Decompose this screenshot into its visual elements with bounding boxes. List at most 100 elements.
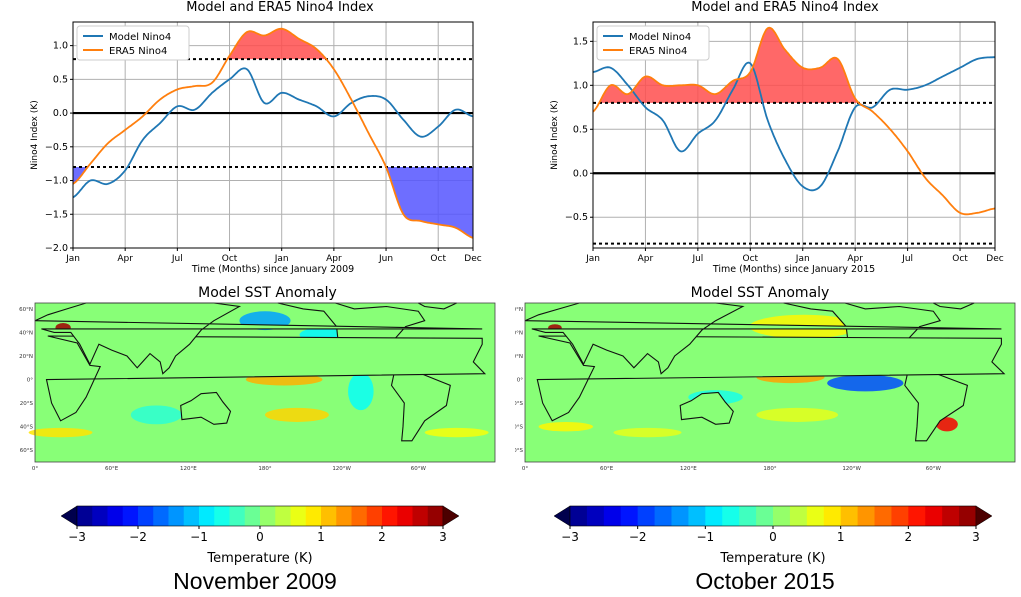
lat-label: 20°N <box>515 354 523 360</box>
south-pacific-warm <box>265 407 329 422</box>
lon-label: 120°W <box>332 466 351 472</box>
lon-label: 60°W <box>926 466 942 472</box>
colorbar-tick-label: −1 <box>190 530 208 544</box>
colorbar-cell <box>229 506 246 526</box>
colorbar-cell <box>275 506 291 526</box>
south-america-outline <box>390 367 451 442</box>
southern-ocean-warm <box>28 427 93 438</box>
south-america-outline <box>904 367 969 442</box>
south-atlantic-warm <box>424 427 489 438</box>
nino4-chart-2009: Jan Apr Jul Oct Jan Apr Jun Oct Dec −2.0 −1.5 −1.0 −… <box>30 21 482 275</box>
colorbar-cell <box>336 506 352 526</box>
caption-november-2009: November 2009 <box>173 568 337 594</box>
colorbar-tick-label: −2 <box>629 530 647 544</box>
colorbar-cell <box>366 506 383 526</box>
colorbar-cell <box>874 506 892 526</box>
agulhas-warm <box>538 421 594 432</box>
colorbar-tick-label: −2 <box>129 530 147 544</box>
colorbar-cell <box>214 506 230 526</box>
y-tick-label: 0.5 <box>573 124 588 135</box>
y-tick-label: −1.0 <box>45 176 68 187</box>
colorbar-tick-label: −1 <box>696 530 714 544</box>
lon-label: 120°E <box>680 466 697 472</box>
colorbar-cell <box>823 506 842 526</box>
y-tick-label: 0.0 <box>573 168 588 179</box>
east-pacific-cold <box>348 372 374 411</box>
colorbar-max-extend <box>975 505 993 527</box>
warm-anomaly-fill <box>73 28 473 60</box>
lat-label: 20°S <box>20 401 34 407</box>
lon-label: 120°W <box>842 466 861 472</box>
warm-anomaly-fill <box>593 27 995 103</box>
colorbar-tick-label: 3 <box>439 530 447 544</box>
colorbar-cell <box>260 506 276 526</box>
colorbar-cell <box>107 506 124 526</box>
y-tick-label: −0.5 <box>565 212 588 223</box>
legend-model-label: Model Nino4 <box>629 32 691 43</box>
lon-label: 60°E <box>105 466 119 472</box>
colorbar-cell <box>654 506 672 526</box>
colorbar-2: −3 −2 −1 0 1 2 3 <box>553 505 993 544</box>
x-tick-label: Jun <box>378 254 393 264</box>
south-pacific-warm <box>756 407 839 422</box>
legend-box <box>596 25 710 61</box>
colorbar-cell <box>739 506 757 526</box>
x-tick-label: Apr <box>117 254 133 264</box>
colorbar-tick-label: 1 <box>837 530 845 544</box>
colorbar-cell <box>183 506 200 526</box>
colorbar-tick-label: 3 <box>972 530 980 544</box>
colorbar-cell <box>620 506 639 526</box>
colorbar-cell <box>942 506 960 526</box>
colorbar-tick-label: 2 <box>378 530 386 544</box>
colorbar-2-label: Temperature (K) <box>720 551 826 566</box>
y-axis-label: Nino4 Index (K) <box>30 100 40 170</box>
lon-label: 0° <box>522 466 528 472</box>
y-axis-label: Nino4 Index (K) <box>550 100 560 170</box>
colorbar-cell <box>891 506 909 526</box>
map-frame <box>524 302 1016 463</box>
colorbar-cell <box>199 506 215 526</box>
map-1-title: Model SST Anomaly <box>198 285 337 301</box>
colorbar-cell <box>959 506 977 526</box>
x-tick-label: Jul <box>901 254 913 264</box>
cold-anomaly-fill <box>73 167 473 238</box>
model-nino4-line <box>72 67 474 199</box>
lon-label: 60°E <box>600 466 614 472</box>
y-tick-label: 0.5 <box>53 74 68 85</box>
colorbar-cell <box>570 506 588 526</box>
x-tick-label: Jul <box>691 254 703 264</box>
colorbar-cell <box>397 506 413 526</box>
lon-label: 120°E <box>180 466 197 472</box>
map-2-title: Model SST Anomaly <box>690 285 830 301</box>
colorbar-cell <box>908 506 926 526</box>
y-tick-label: −1.5 <box>45 209 68 220</box>
sst-anomaly-map-2015: 60°N 40°N 20°N 0° 20°S 40°S 60°S 0° 60°E 120°E 180… <box>515 302 1016 472</box>
y-tick-label: −2.0 <box>45 243 68 254</box>
colorbar-cell <box>153 506 169 526</box>
x-tick-label: Jan <box>795 254 810 264</box>
lon-label: 180° <box>763 466 776 472</box>
y-tick-label: 1.0 <box>573 80 588 91</box>
colorbar-cell <box>840 506 859 526</box>
x-tick-label: Oct <box>743 254 759 264</box>
era5-nino4-line <box>592 26 996 216</box>
lat-label: 40°N <box>515 330 523 336</box>
colorbar-cell <box>244 506 261 526</box>
lat-label: 60°S <box>515 448 523 454</box>
colorbar-cell <box>427 506 444 526</box>
colorbar-cell <box>857 506 875 526</box>
map-frame <box>34 302 496 463</box>
chart-2-title: Model and ERA5 Nino4 Index <box>691 0 879 15</box>
lat-label: 60°S <box>20 448 34 454</box>
lat-label: 20°S <box>515 401 523 407</box>
colorbar-tick-label: 1 <box>317 530 325 544</box>
colorbar-1-label: Temperature (K) <box>207 551 313 566</box>
lat-label: 40°N <box>19 330 33 336</box>
colorbar-max-extend <box>442 505 460 527</box>
legend-era5-label: ERA5 Nino4 <box>109 46 167 57</box>
x-tick-label: Oct <box>222 254 238 264</box>
axes-frame <box>592 21 996 249</box>
lat-label: 60°N <box>19 307 33 313</box>
indian-ocean-cool <box>130 405 182 425</box>
model-nino4-line <box>592 56 995 192</box>
